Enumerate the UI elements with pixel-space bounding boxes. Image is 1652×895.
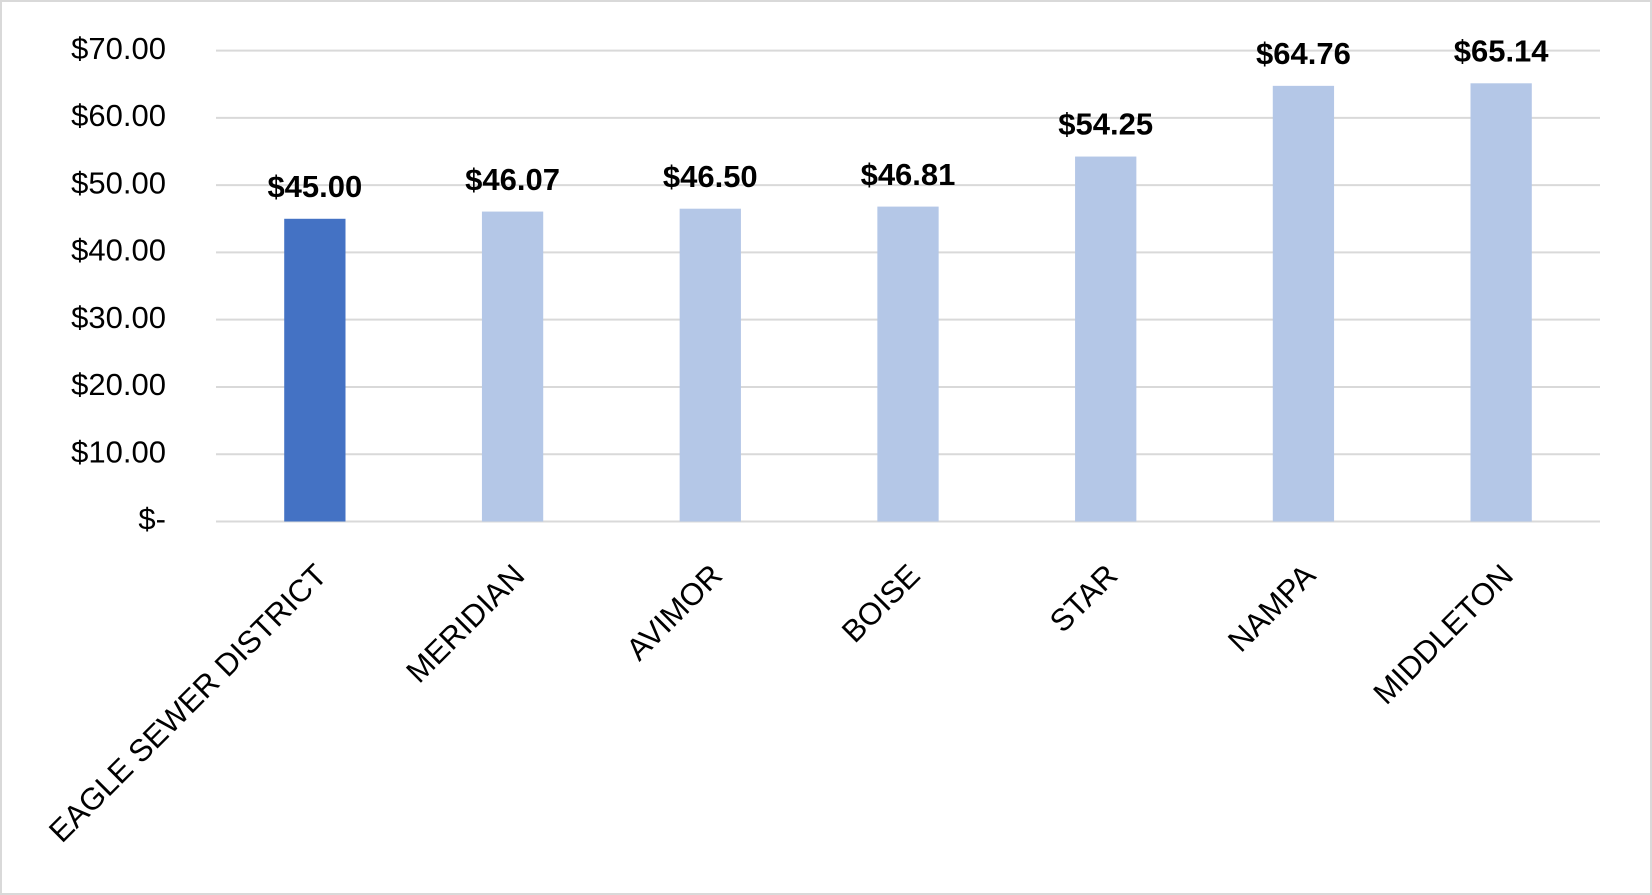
y-tick-label: $70.00 <box>71 31 166 66</box>
value-label: $54.25 <box>1058 107 1153 142</box>
y-tick-label: $20.00 <box>71 367 166 402</box>
value-label: $46.50 <box>663 159 758 194</box>
y-tick-label: $40.00 <box>71 233 166 268</box>
y-tick-label: $50.00 <box>71 165 166 200</box>
bar <box>1075 156 1137 522</box>
bar <box>1470 83 1532 522</box>
value-label: $45.00 <box>267 169 362 204</box>
bar <box>877 206 939 522</box>
value-label: $46.07 <box>465 162 560 197</box>
bar <box>679 208 741 522</box>
y-tick-label: $- <box>138 502 166 537</box>
bar <box>284 218 346 522</box>
value-label: $64.76 <box>1256 36 1351 71</box>
y-tick-label: $30.00 <box>71 300 166 335</box>
y-tick-label: $10.00 <box>71 434 166 469</box>
y-tick-label: $60.00 <box>71 98 166 133</box>
value-label: $65.14 <box>1454 33 1550 68</box>
bar <box>481 211 544 522</box>
bar <box>1272 85 1335 522</box>
value-label: $46.81 <box>861 157 956 192</box>
